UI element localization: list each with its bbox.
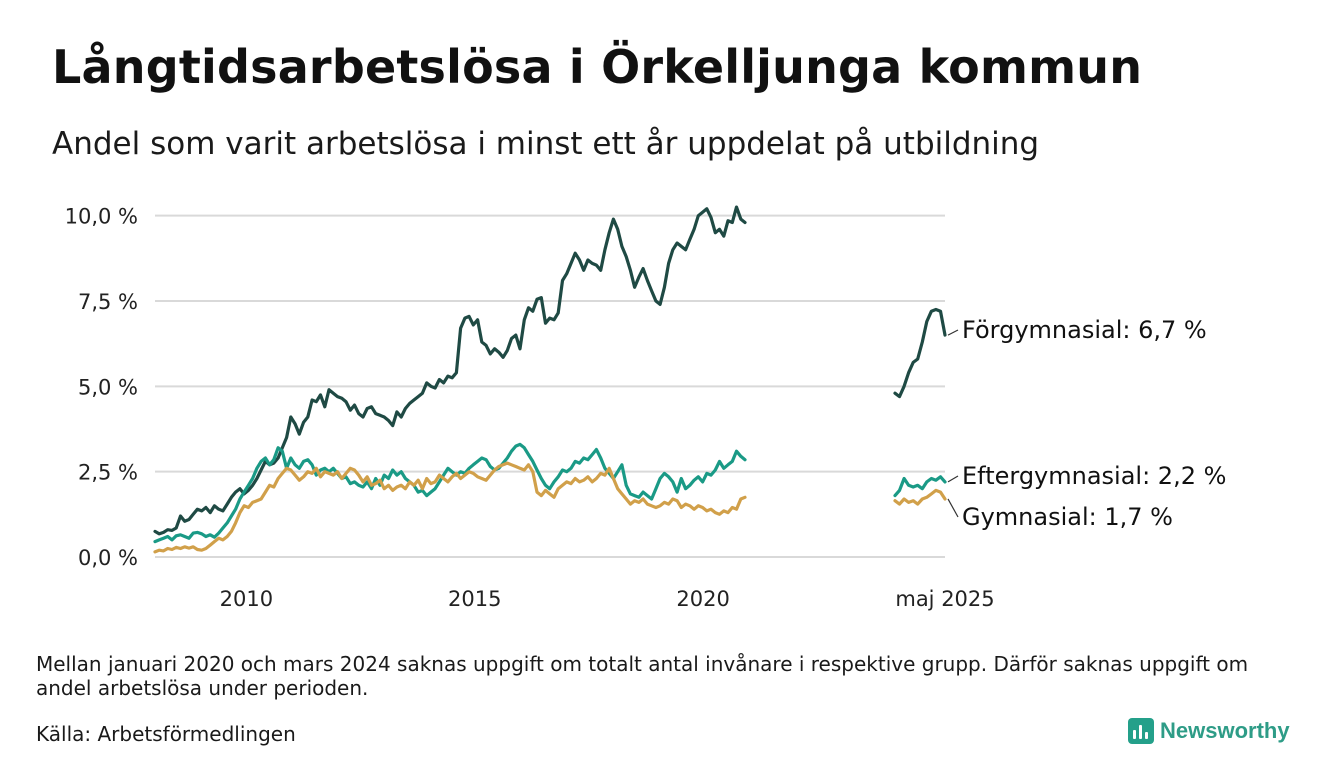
series-line-gymnasial xyxy=(153,461,747,554)
x-tick-label: 2010 xyxy=(220,587,273,611)
x-tick-label: 2015 xyxy=(448,587,501,611)
leader-line xyxy=(947,329,959,336)
series-line-förgymnasial xyxy=(153,205,747,536)
series-end-label: Gymnasial: 1,7 % xyxy=(962,503,1173,531)
series-line-eftergymnasial xyxy=(153,442,747,544)
series-line-förgymnasial xyxy=(893,307,947,399)
series-line-gymnasial xyxy=(893,488,947,506)
y-tick-label: 5,0 % xyxy=(78,375,138,399)
bar-chart-icon xyxy=(1128,718,1154,744)
newsworthy-logo: Newsworthy xyxy=(1128,718,1290,744)
series-end-label: Förgymnasial: 6,7 % xyxy=(962,316,1207,344)
leader-line xyxy=(947,498,959,518)
source-text: Källa: Arbetsförmedlingen xyxy=(36,722,296,746)
y-tick-label: 2,5 % xyxy=(78,461,138,485)
brand-name: Newsworthy xyxy=(1160,718,1290,743)
chart-subtitle: Andel som varit arbetslösa i minst ett å… xyxy=(52,126,1040,162)
footnote: Mellan januari 2020 och mars 2024 saknas… xyxy=(36,652,1249,700)
y-tick-label: 10,0 % xyxy=(65,205,138,229)
series-line-eftergymnasial xyxy=(893,475,947,498)
series-end-label: Eftergymnasial: 2,2 % xyxy=(962,462,1226,490)
chart-title: Långtidsarbetslösa i Örkelljunga kommun xyxy=(52,40,1143,94)
y-tick-label: 0,0 % xyxy=(78,546,138,570)
line-chart: 0,0 % 2,5 % 5,0 % 7,5 % 10,0 % 2010 2015 2020 ma… xyxy=(65,205,1227,611)
leader-line xyxy=(947,475,959,483)
x-tick-label: maj 2025 xyxy=(895,587,994,611)
x-tick-label: 2020 xyxy=(676,587,729,611)
y-tick-label: 7,5 % xyxy=(78,290,138,314)
